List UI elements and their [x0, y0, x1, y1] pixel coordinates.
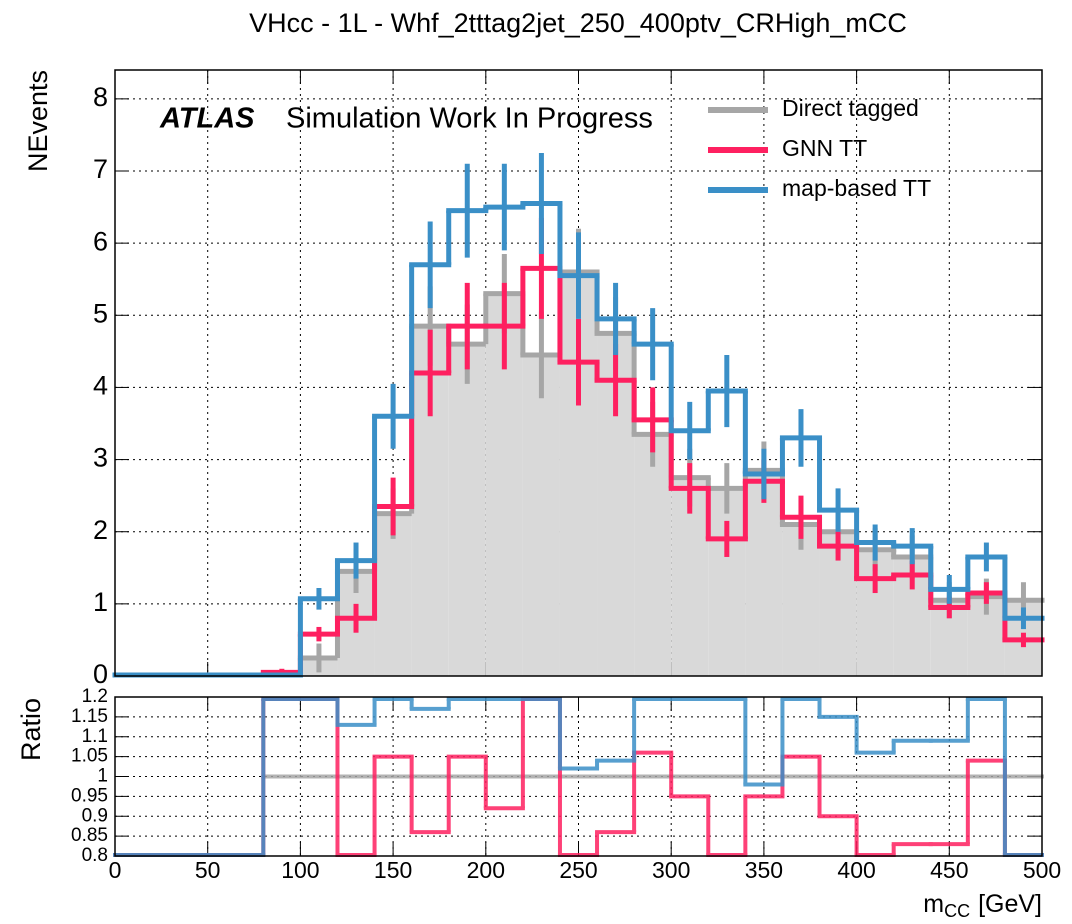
y-axis-label: NEvents	[23, 70, 53, 172]
x-tick-label: 50	[195, 857, 221, 883]
y-tick-label: 0.8	[82, 845, 108, 866]
annotation: Simulation Work In Progress	[286, 103, 653, 135]
y-tick-label: 1.15	[71, 706, 108, 727]
x-tick-label: 400	[837, 857, 875, 883]
y-tick-label: 3	[93, 443, 108, 473]
y-tick-label: 0	[93, 659, 108, 689]
chart-title: VHcc - 1L - Whf_2tttag2jet_250_400ptv_CR…	[249, 8, 907, 38]
x-tick-label: 500	[1023, 857, 1061, 883]
ratio-y-axis-label: Ratio	[16, 698, 46, 761]
y-tick-label: 8	[93, 82, 108, 112]
legend-label: GNN TT	[782, 135, 867, 161]
plot-frame	[114, 69, 1043, 677]
hist-fill	[522, 354, 560, 676]
y-tick-label: 0.95	[71, 785, 108, 806]
y-tick-label: 5	[93, 298, 108, 328]
y-tick-label: 1	[93, 587, 108, 617]
y-tick-label: 4	[93, 371, 108, 401]
x-label-main: m	[923, 890, 944, 918]
atlas-label: ATLAS	[159, 103, 255, 135]
hist-fill	[374, 513, 412, 676]
hist-fill	[745, 470, 783, 676]
x-tick-label: 200	[467, 857, 505, 883]
x-label-unit: [GeV]	[978, 890, 1042, 918]
x-tick-label: 300	[652, 857, 690, 883]
series-2	[112, 152, 1045, 678]
plot-frame	[114, 696, 1043, 857]
y-tick-label: 1.05	[71, 746, 108, 767]
series-2	[113, 697, 1044, 857]
hist-fill	[634, 434, 672, 676]
y-tick-label: 1.2	[82, 686, 108, 707]
y-tick-label: 0.85	[71, 825, 108, 846]
y-tick-label: 1	[97, 766, 108, 787]
y-tick-label: 6	[93, 226, 108, 256]
x-tick-label: 450	[930, 857, 968, 883]
x-tick-label: 150	[374, 857, 412, 883]
x-axis-label: mCC [GeV]	[923, 890, 1042, 921]
y-tick-label: 2	[93, 515, 108, 545]
x-tick-label: 250	[559, 857, 597, 883]
hist-fill	[708, 488, 746, 676]
x-tick-label: 350	[745, 857, 783, 883]
hist-fill	[448, 344, 486, 676]
y-tick-label: 0.9	[82, 805, 108, 826]
legend-label: Direct tagged	[782, 95, 919, 121]
y-tick-label: 1.1	[82, 726, 108, 747]
legend-label: map-based TT	[782, 175, 931, 201]
x-tick-label: 0	[109, 857, 122, 883]
y-tick-label: 7	[93, 154, 108, 184]
x-label-sub: CC	[944, 901, 970, 921]
x-tick-label: 100	[281, 857, 319, 883]
